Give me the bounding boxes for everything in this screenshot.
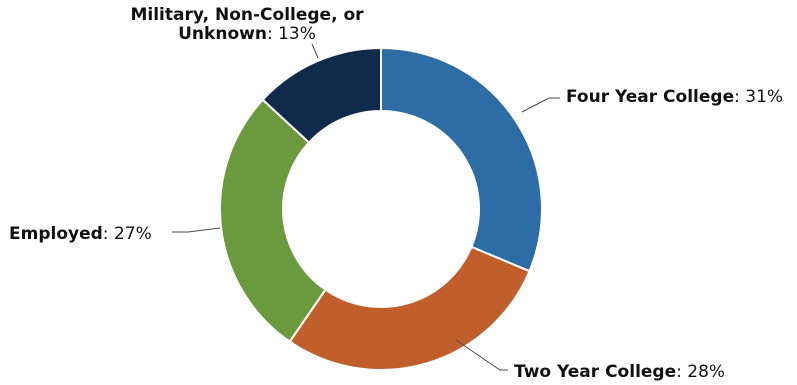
donut-slices bbox=[219, 46, 543, 371]
leader-line-military-non-college-unknown bbox=[311, 43, 319, 59]
label-separator: : bbox=[102, 224, 114, 244]
slice-category-employed: Employed bbox=[9, 224, 103, 244]
slice-two-year-college bbox=[288, 245, 531, 371]
slice-label-employed: Employed: 27% bbox=[9, 225, 152, 244]
leader-line-employed bbox=[172, 227, 221, 233]
slice-category-four-year-college: Four Year College bbox=[566, 87, 735, 107]
slice-military-non-college-unknown bbox=[261, 46, 382, 144]
leader-line-two-year-college bbox=[455, 339, 508, 371]
slice-value-four-year-college: 31% bbox=[745, 87, 784, 107]
slice-employed bbox=[219, 98, 327, 344]
leader-lines bbox=[172, 43, 560, 371]
label-separator: : bbox=[734, 87, 746, 107]
slice-value-two-year-college: 28% bbox=[687, 362, 726, 382]
slice-label-four-year-college: Four Year College: 31% bbox=[566, 88, 783, 107]
slice-value-military: 13% bbox=[278, 24, 316, 44]
label-separator: : bbox=[266, 24, 279, 44]
slice-value-employed: 27% bbox=[113, 224, 152, 244]
slice-category-military: Military, Non-College, or Unknown bbox=[130, 5, 364, 44]
leader-line-four-year-college bbox=[521, 97, 560, 113]
slice-label-military: Military, Non-College, or Unknown: 13% bbox=[112, 6, 382, 44]
slice-four-year-college bbox=[380, 46, 543, 273]
slice-label-two-year-college: Two Year College: 28% bbox=[514, 363, 725, 382]
label-separator: : bbox=[676, 362, 688, 382]
slice-category-two-year-college: Two Year College bbox=[514, 362, 677, 382]
